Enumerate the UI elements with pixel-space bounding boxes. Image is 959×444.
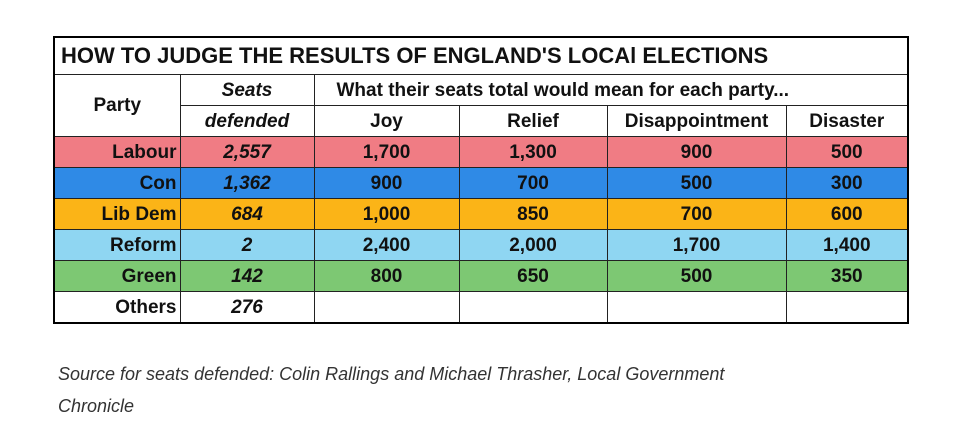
disaster-value <box>785 291 909 324</box>
relief-value: 700 <box>458 167 608 199</box>
seats-defended: 1,362 <box>179 167 315 199</box>
relief-value: 1,300 <box>458 136 608 168</box>
header-party: Party <box>53 74 181 137</box>
party-name: Others <box>53 291 181 324</box>
table-row: Con 1,362 900 700 500 300 <box>53 167 909 199</box>
header-seats-line2: defended <box>179 105 315 137</box>
table-row: Lib Dem 684 1,000 850 700 600 <box>53 198 909 230</box>
joy-value: 1,700 <box>313 136 460 168</box>
header-seats-line1: Seats <box>179 74 315 106</box>
disaster-value: 600 <box>785 198 909 230</box>
disaster-value: 1,400 <box>785 229 909 261</box>
joy-value: 800 <box>313 260 460 292</box>
header-meaning: What their seats total would mean for ea… <box>313 74 909 106</box>
disappointment-value: 900 <box>606 136 787 168</box>
disappointment-value: 700 <box>606 198 787 230</box>
source-note: Source for seats defended: Colin Ralling… <box>58 358 918 422</box>
header-disappointment: Disappointment <box>606 105 787 137</box>
joy-value: 2,400 <box>313 229 460 261</box>
disappointment-value: 500 <box>606 167 787 199</box>
table-row: Others 276 <box>53 291 909 324</box>
table-row: Labour 2,557 1,700 1,300 900 500 <box>53 136 909 168</box>
party-name: Lib Dem <box>53 198 181 230</box>
joy-value: 900 <box>313 167 460 199</box>
source-line-2: Chronicle <box>58 396 135 416</box>
table-title: HOW TO JUDGE THE RESULTS OF ENGLAND'S LO… <box>53 36 909 75</box>
party-name: Con <box>53 167 181 199</box>
election-table-container: HOW TO JUDGE THE RESULTS OF ENGLAND'S LO… <box>53 36 910 324</box>
disaster-value: 300 <box>785 167 909 199</box>
election-table: HOW TO JUDGE THE RESULTS OF ENGLAND'S LO… <box>53 36 910 324</box>
relief-value: 2,000 <box>458 229 608 261</box>
disappointment-value: 1,700 <box>606 229 787 261</box>
joy-value: 1,000 <box>313 198 460 230</box>
party-name: Reform <box>53 229 181 261</box>
table-row: Reform 2 2,400 2,000 1,700 1,400 <box>53 229 909 261</box>
joy-value <box>313 291 460 324</box>
relief-value: 850 <box>458 198 608 230</box>
relief-value <box>458 291 608 324</box>
header-relief: Relief <box>458 105 608 137</box>
relief-value: 650 <box>458 260 608 292</box>
disaster-value: 350 <box>785 260 909 292</box>
seats-defended: 684 <box>179 198 315 230</box>
seats-defended: 276 <box>179 291 315 324</box>
header-disaster: Disaster <box>785 105 909 137</box>
party-name: Labour <box>53 136 181 168</box>
party-name: Green <box>53 260 181 292</box>
table-row: Green 142 800 650 500 350 <box>53 260 909 292</box>
disappointment-value: 500 <box>606 260 787 292</box>
disappointment-value <box>606 291 787 324</box>
seats-defended: 2,557 <box>179 136 315 168</box>
seats-defended: 2 <box>179 229 315 261</box>
source-line-1: Source for seats defended: Colin Ralling… <box>58 364 725 384</box>
header-joy: Joy <box>313 105 460 137</box>
seats-defended: 142 <box>179 260 315 292</box>
disaster-value: 500 <box>785 136 909 168</box>
